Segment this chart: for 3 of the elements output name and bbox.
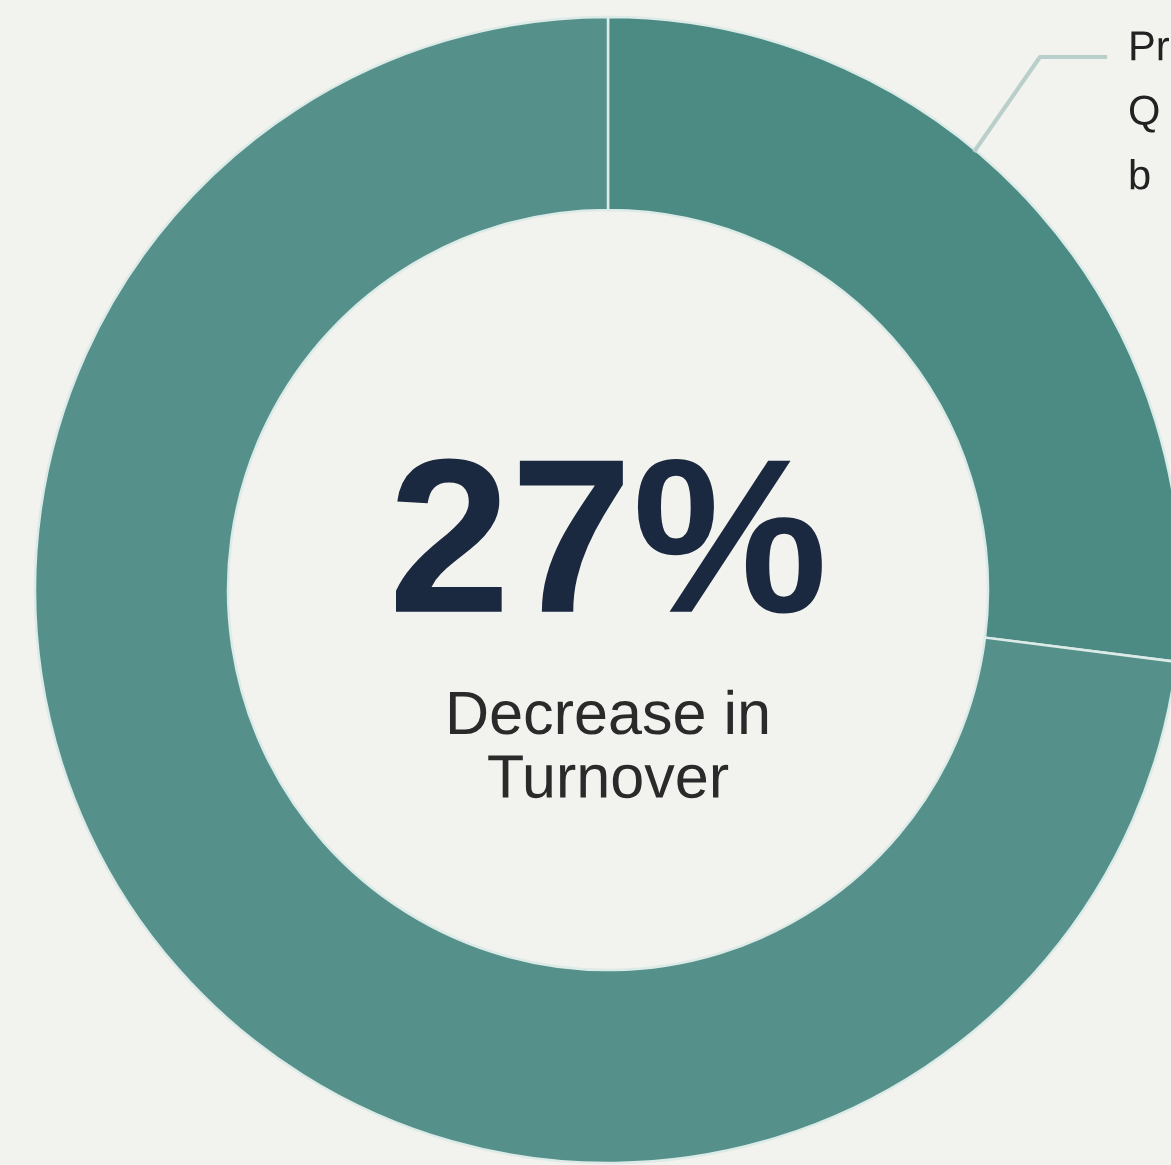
text: Pr Q b xyxy=(1129,31,1169,190)
data-label: 27% xyxy=(396,458,822,614)
text: Decrease in Turnover xyxy=(449,689,768,799)
